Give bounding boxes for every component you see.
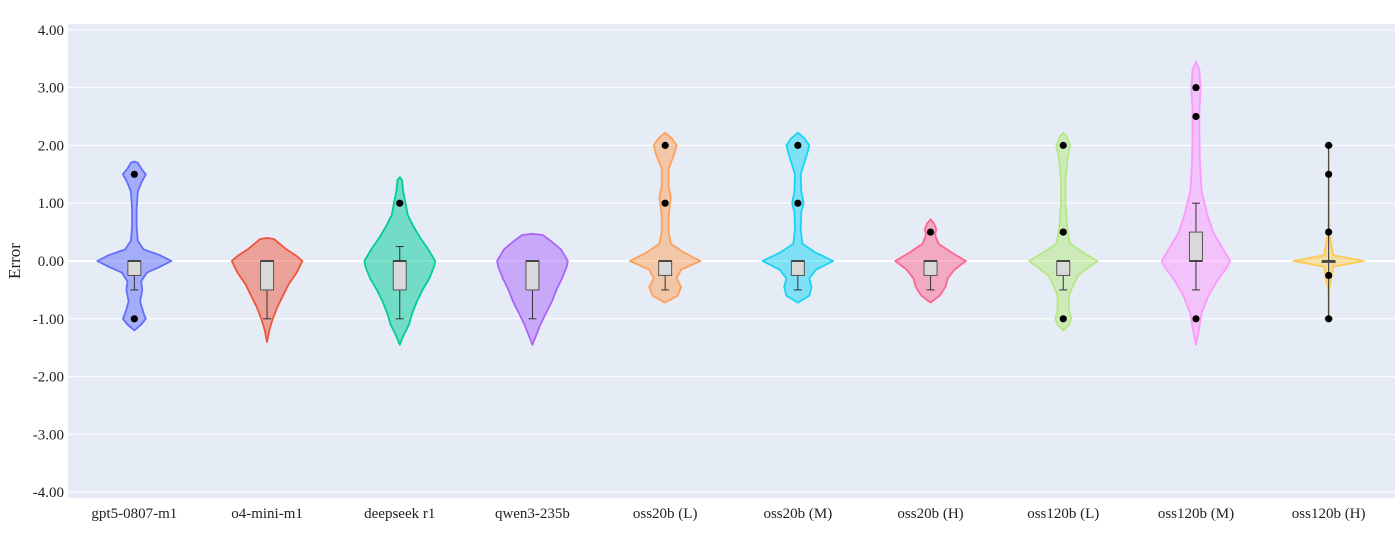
x-category-label: oss20b (L): [633, 506, 698, 522]
outlier-point: [661, 141, 669, 149]
outlier-point: [794, 141, 802, 149]
violins: [96, 60, 1365, 346]
y-axis-title: Error: [5, 243, 24, 279]
violin-shape: [628, 131, 702, 304]
box-iqr: [392, 260, 407, 291]
y-tick-label: 4.00: [38, 23, 64, 39]
x-category-label: oss20b (M): [763, 506, 832, 522]
y-tick-labels: 4.00 3.00 2.00 1.00 0.00 -1.00 -2.00 -3.00 -4.00: [33, 23, 64, 501]
box-iqr: [790, 260, 805, 276]
box-iqr: [525, 260, 540, 291]
violin-shape: [96, 160, 173, 332]
violin-oss20b-m-: [761, 131, 835, 304]
y-tick-label: 3.00: [38, 81, 64, 97]
x-category-label: oss120b (L): [1027, 506, 1099, 522]
outlier-point: [396, 199, 404, 207]
x-category-label: qwen3-235b: [495, 506, 570, 522]
outlier-point: [661, 199, 669, 207]
x-category-labels: gpt5-0807-m1 o4-mini-m1 deepseek r1 qwen3-2…: [91, 506, 1365, 522]
y-tick-label: 1.00: [38, 196, 64, 212]
x-category-label: oss120b (M): [1158, 506, 1234, 522]
y-tick-label: -4.00: [33, 485, 64, 501]
outlier-point: [130, 170, 138, 178]
violin-shape: [761, 131, 835, 304]
x-category-label: oss20b (H): [897, 506, 963, 522]
outlier-point: [1325, 228, 1333, 236]
outlier-point: [1192, 83, 1200, 92]
y-tick-label: 2.00: [38, 138, 64, 154]
outlier-point: [1059, 141, 1067, 149]
violin-oss120b-l-: [1028, 131, 1099, 332]
outlier-point: [1325, 141, 1333, 149]
box-iqr: [1056, 260, 1071, 276]
outlier-point: [1192, 315, 1200, 323]
violin-qwen3-235b: [496, 232, 569, 346]
y-gridlines: [68, 29, 1395, 493]
box-iqr: [260, 260, 275, 291]
box-iqr: [1188, 231, 1203, 262]
outlier-point: [1325, 271, 1333, 280]
outlier-point: [1325, 170, 1333, 178]
outlier-point: [1059, 228, 1067, 236]
violin-oss120b-m-: [1160, 60, 1232, 346]
outlier-point: [1325, 315, 1333, 323]
box-iqr: [923, 260, 938, 276]
box-iqr: [658, 260, 673, 276]
violin-deepseek-r1: [363, 176, 436, 346]
outlier-point: [130, 315, 138, 323]
violin-gpt5-0807-m1: [96, 160, 173, 332]
x-category-label: o4-mini-m1: [231, 506, 303, 522]
violin-oss20b-l-: [628, 131, 702, 304]
y-tick-label: -2.00: [33, 370, 64, 386]
violin-o4-mini-m1: [230, 237, 304, 343]
x-category-label: gpt5-0807-m1: [91, 506, 177, 522]
outlier-point: [794, 199, 802, 207]
violin-oss20b-h-: [894, 218, 967, 304]
x-category-label: oss120b (H): [1292, 506, 1366, 522]
y-tick-label: -1.00: [33, 312, 64, 328]
y-tick-label: 0.00: [38, 254, 64, 270]
box-iqr: [127, 260, 142, 276]
outlier-point: [1192, 112, 1200, 121]
outlier-point: [926, 228, 935, 236]
x-category-label: deepseek r1: [364, 506, 435, 522]
violin-oss120b-h-: [1292, 141, 1365, 323]
y-tick-label: -3.00: [33, 427, 64, 443]
outlier-point: [1059, 315, 1067, 323]
